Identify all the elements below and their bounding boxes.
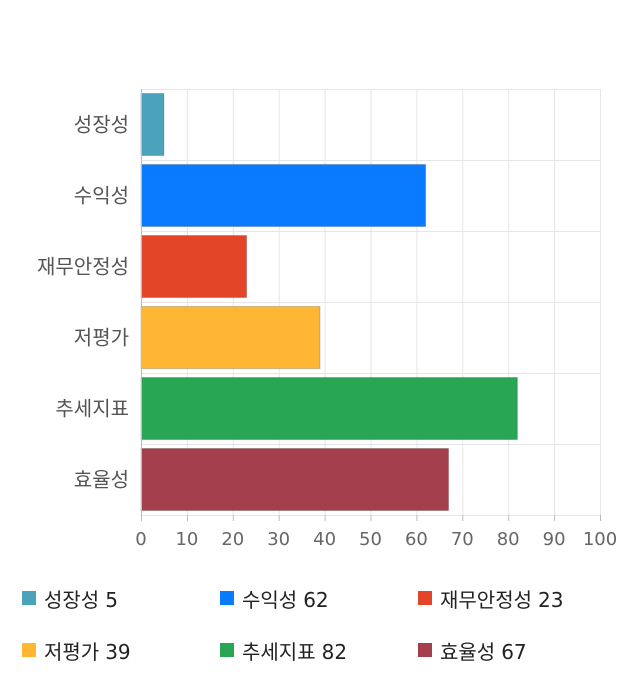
legend-swatch <box>220 643 234 657</box>
bar-3 <box>140 306 321 369</box>
legend-swatch <box>22 591 36 605</box>
legend-swatch <box>418 591 432 605</box>
y-tick-label: 성장성 <box>74 113 129 137</box>
legend-swatch <box>22 643 36 657</box>
y-tick-label: 수익성 <box>74 184 129 208</box>
x-tick-label: 80 <box>497 529 520 550</box>
y-tick-label: 효율성 <box>74 468 129 492</box>
x-tick-label: 60 <box>405 529 428 550</box>
legend-label: 수익성 62 <box>242 587 329 612</box>
legend-item-stability: 재무안정성 23 <box>418 582 616 614</box>
y-tick-label: 추세지표 <box>55 397 129 421</box>
legend-item-profitability: 수익성 62 <box>220 582 418 614</box>
legend: 성장성 5 수익성 62 재무안정성 23 저평가 39 추세지표 82 효율성 67 <box>22 582 622 666</box>
x-tick-label: 30 <box>267 529 290 550</box>
x-tick-label: 0 <box>135 529 146 550</box>
legend-swatch <box>220 591 234 605</box>
x-tick-label: 100 <box>583 529 617 550</box>
y-tick-label: 저평가 <box>74 326 129 350</box>
x-tick-label: 70 <box>451 529 474 550</box>
x-tick-label: 10 <box>175 529 198 550</box>
x-tick-label: 50 <box>359 529 382 550</box>
axes: 0 10 20 30 40 50 60 70 80 90 100 성장성수익성재무안정성저평가추세지표… <box>37 89 617 550</box>
legend-label: 추세지표 82 <box>242 639 348 664</box>
y-tick-label: 재무안정성 <box>37 255 129 279</box>
x-tick-label: 90 <box>543 529 566 550</box>
x-tick-label: 20 <box>221 529 244 550</box>
bar-0 <box>140 93 165 156</box>
bar-chart-svg: 0 10 20 30 40 50 60 70 80 90 100 성장성수익성재무안정성저평가추세지표… <box>37 89 617 550</box>
legend-item-trend: 추세지표 82 <box>220 634 418 666</box>
legend-label: 효율성 67 <box>440 639 527 664</box>
legend-label: 재무안정성 23 <box>440 587 564 612</box>
legend-label: 성장성 5 <box>44 587 118 612</box>
bar-2 <box>140 235 248 298</box>
legend-item-efficiency: 효율성 67 <box>418 634 616 666</box>
x-tick-label: 40 <box>313 529 336 550</box>
legend-item-undervalued: 저평가 39 <box>22 634 220 666</box>
bars <box>140 93 518 511</box>
bar-4 <box>140 377 518 440</box>
bar-1 <box>140 164 427 227</box>
legend-item-growth: 성장성 5 <box>22 582 220 614</box>
legend-label: 저평가 39 <box>44 639 131 664</box>
bar-5 <box>140 448 450 511</box>
legend-swatch <box>418 643 432 657</box>
